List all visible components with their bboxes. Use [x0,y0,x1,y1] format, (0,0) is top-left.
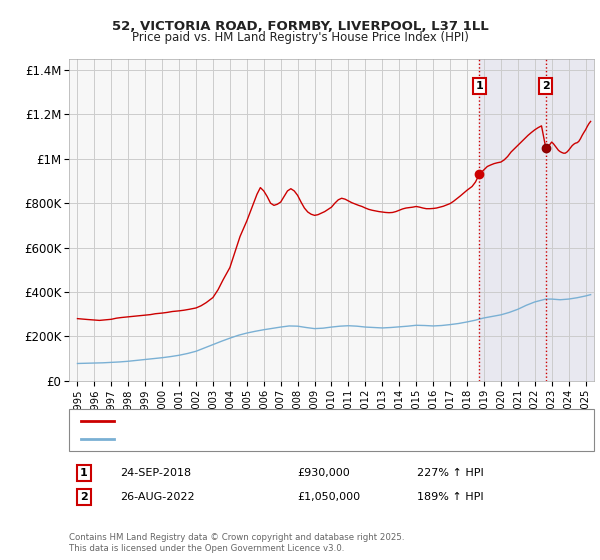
Text: 1: 1 [475,81,483,91]
Text: 26-AUG-2022: 26-AUG-2022 [120,492,194,502]
Bar [479,59,594,381]
Text: Contains HM Land Registry data © Crown copyright and database right 2025.
This d: Contains HM Land Registry data © Crown c… [69,533,404,553]
Text: 1: 1 [80,468,88,478]
Text: 2: 2 [542,81,550,91]
Text: £1,050,000: £1,050,000 [297,492,360,502]
Text: Price paid vs. HM Land Registry's House Price Index (HPI): Price paid vs. HM Land Registry's House … [131,31,469,44]
Text: 52, VICTORIA ROAD, FORMBY, LIVERPOOL, L37 1LL: 52, VICTORIA ROAD, FORMBY, LIVERPOOL, L3… [112,20,488,32]
Text: 2: 2 [80,492,88,502]
Text: HPI: Average price, detached house, Sefton: HPI: Average price, detached house, Seft… [120,434,347,444]
Text: 189% ↑ HPI: 189% ↑ HPI [417,492,484,502]
Text: £930,000: £930,000 [297,468,350,478]
Text: 52, VICTORIA ROAD, FORMBY, LIVERPOOL, L37 1LL (detached house): 52, VICTORIA ROAD, FORMBY, LIVERPOOL, L3… [120,416,479,426]
Text: 227% ↑ HPI: 227% ↑ HPI [417,468,484,478]
Text: 24-SEP-2018: 24-SEP-2018 [120,468,191,478]
